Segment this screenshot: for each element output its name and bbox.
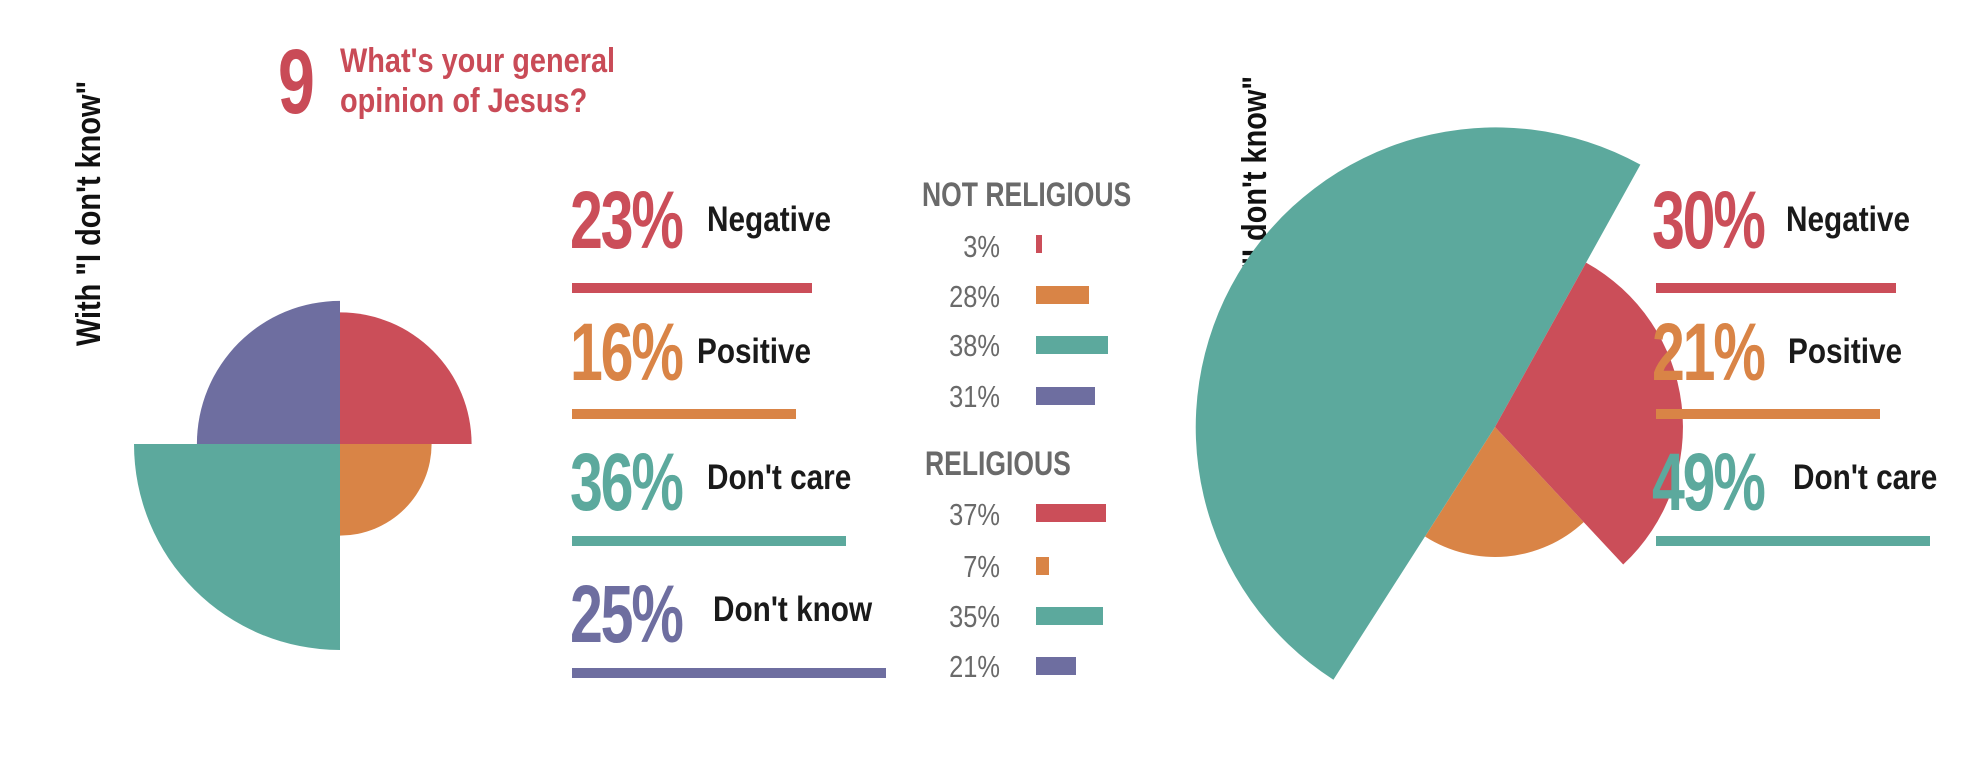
- left-value-dont-care: 36%: [570, 437, 684, 528]
- right-value-negative: 30%: [1652, 175, 1766, 266]
- religious-pct-negative: 37%: [949, 497, 1000, 532]
- right-bar-dont-care: [1656, 536, 1930, 546]
- not-religious-bar-dont-know: [1036, 387, 1095, 405]
- left-bar-dont-know: [572, 668, 886, 678]
- right-label-negative: Negative: [1786, 200, 1911, 239]
- religious-bar-negative: [1036, 504, 1107, 522]
- not-religious-bar-positive: [1036, 286, 1090, 304]
- religious-bar-dont-know: [1036, 657, 1076, 675]
- religious-header: RELIGIOUS: [925, 445, 1071, 483]
- not-religious-bar-negative: [1036, 235, 1042, 253]
- not-religious-pct-dont-care: 38%: [949, 328, 1000, 363]
- right-value-dont-care: 49%: [1652, 437, 1766, 528]
- left-pie-slice-positive: [340, 444, 432, 536]
- right-pie-slice-positive: [1425, 427, 1584, 557]
- right-value-positive: 21%: [1652, 307, 1766, 398]
- left-value-dont-know: 25%: [570, 569, 684, 660]
- right-label-positive: Positive: [1788, 332, 1903, 371]
- left-label-dont-care: Don't care: [707, 458, 852, 497]
- left-pie-slice-don-t-know: [196, 300, 340, 444]
- question-number: 9: [278, 31, 315, 133]
- left-label-dont-know: Don't know: [713, 590, 873, 629]
- left-bar-negative: [572, 283, 812, 293]
- religious-bar-positive: [1036, 557, 1050, 575]
- not-religious-header: NOT RELIGIOUS: [922, 176, 1132, 214]
- left-value-negative: 23%: [570, 175, 684, 266]
- right-label-dont-care: Don't care: [1793, 458, 1938, 497]
- question-title-line1: What's your general: [340, 42, 616, 80]
- left-value-positive: 16%: [570, 307, 684, 398]
- religious-pct-dont-know: 21%: [949, 649, 1000, 684]
- left-pie-slice-don-t-care: [134, 444, 340, 650]
- not-religious-pct-dont-know: 31%: [949, 379, 1000, 414]
- right-bar-positive: [1656, 409, 1880, 419]
- religious-bar-dont-care: [1036, 607, 1103, 625]
- right-pie-slice-don-t-care: [1195, 127, 1641, 680]
- not-religious-pct-positive: 28%: [949, 279, 1000, 314]
- right-bar-negative: [1656, 283, 1896, 293]
- not-religious-bar-dont-care: [1036, 336, 1109, 354]
- left-label-positive: Positive: [697, 332, 812, 371]
- not-religious-pct-negative: 3%: [963, 229, 1000, 264]
- right-pie-slice-negative: [1495, 262, 1683, 565]
- question-title-line2: opinion of Jesus?: [340, 82, 588, 120]
- religious-pct-dont-care: 35%: [949, 599, 1000, 634]
- left-label-negative: Negative: [707, 200, 832, 239]
- left-pie-slice-negative: [340, 312, 472, 444]
- left-bar-positive: [572, 409, 796, 419]
- religious-pct-positive: 7%: [963, 549, 1000, 584]
- left-bar-dont-care: [572, 536, 846, 546]
